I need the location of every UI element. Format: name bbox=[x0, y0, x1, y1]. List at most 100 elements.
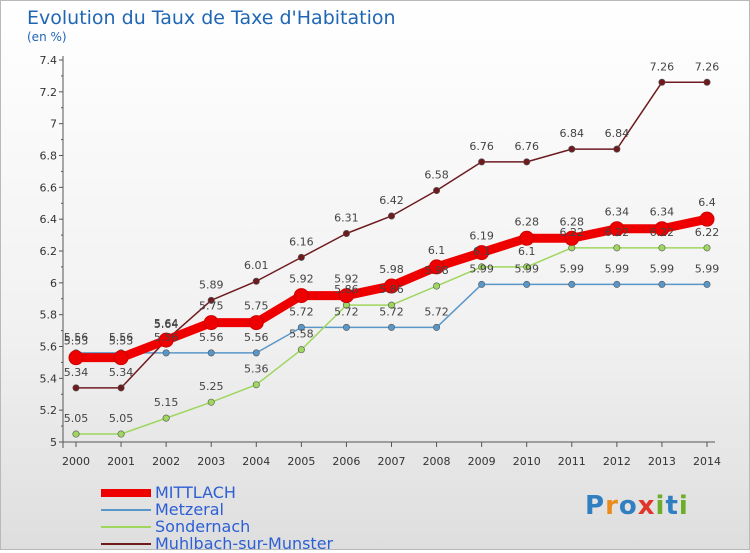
legend-label: Sondernach bbox=[155, 517, 251, 536]
data-label: 6.22 bbox=[650, 226, 675, 239]
data-point bbox=[699, 211, 715, 227]
data-point bbox=[342, 229, 350, 237]
data-label: 6.16 bbox=[289, 235, 314, 248]
data-label: 5.98 bbox=[379, 263, 404, 276]
data-label: 5.99 bbox=[695, 262, 720, 275]
data-label: 5.25 bbox=[199, 380, 224, 393]
data-label: 5.99 bbox=[514, 262, 539, 275]
data-point bbox=[478, 280, 486, 288]
y-tick-label: 5.2 bbox=[40, 404, 58, 417]
data-point bbox=[474, 245, 490, 261]
data-label: 5.86 bbox=[334, 283, 359, 296]
data-label: 5.75 bbox=[199, 300, 224, 313]
x-tick-label: 2014 bbox=[693, 455, 721, 468]
data-point bbox=[248, 315, 264, 331]
data-label: 6.28 bbox=[514, 215, 539, 228]
x-tick-label: 2006 bbox=[332, 455, 360, 468]
data-point bbox=[113, 350, 129, 366]
x-tick-label: 2012 bbox=[603, 455, 631, 468]
y-tick-label: 7.4 bbox=[40, 54, 58, 67]
legend-swatch bbox=[101, 526, 151, 528]
logo-letter: o bbox=[618, 491, 638, 521]
data-label: 6.22 bbox=[605, 226, 630, 239]
chart-title: Evolution du Taux de Taxe d'Habitation bbox=[27, 7, 396, 29]
data-label: 5.98 bbox=[424, 264, 449, 277]
y-tick-label: 5.4 bbox=[40, 372, 58, 385]
data-point bbox=[703, 78, 711, 86]
legend-swatch bbox=[101, 509, 151, 511]
x-tick-label: 2001 bbox=[107, 455, 135, 468]
data-label: 6.1 bbox=[518, 245, 536, 258]
data-point bbox=[203, 315, 219, 331]
data-point bbox=[609, 221, 625, 237]
legend-swatch bbox=[101, 543, 151, 545]
data-label: 5.56 bbox=[109, 331, 134, 344]
data-point bbox=[162, 349, 170, 357]
data-label: 7.26 bbox=[695, 60, 720, 73]
data-label: 6.58 bbox=[424, 169, 449, 182]
y-tick-label: 7 bbox=[50, 118, 57, 131]
data-point bbox=[338, 288, 354, 304]
data-label: 5.92 bbox=[334, 273, 359, 286]
data-point bbox=[72, 384, 80, 392]
data-point bbox=[478, 263, 486, 271]
data-point bbox=[654, 221, 670, 237]
data-label: 6.31 bbox=[334, 211, 359, 224]
x-tick-label: 2007 bbox=[378, 455, 406, 468]
data-label: 5.56 bbox=[244, 331, 269, 344]
logo-letter: i bbox=[678, 491, 689, 521]
data-point bbox=[478, 158, 486, 166]
data-label: 5.99 bbox=[650, 262, 675, 275]
data-label: 5.36 bbox=[244, 363, 269, 376]
data-label: 5.72 bbox=[334, 305, 359, 318]
x-tick-label: 2003 bbox=[197, 455, 225, 468]
data-label: 5.34 bbox=[109, 366, 134, 379]
data-point bbox=[433, 282, 441, 290]
plot-area: 5.53 5.53 5.64 5.75 5.75 5.92 5.92 5.98 6.1 6.19 6… bbox=[64, 60, 720, 438]
data-label: 6.34 bbox=[650, 206, 675, 219]
data-point bbox=[387, 301, 395, 309]
data-point bbox=[117, 430, 125, 438]
data-label: 6.34 bbox=[605, 206, 630, 219]
data-point bbox=[429, 259, 445, 275]
x-tick-label: 2008 bbox=[423, 455, 451, 468]
data-label: 5.72 bbox=[379, 305, 404, 318]
data-label: 5.56 bbox=[64, 331, 89, 344]
data-label: 5.05 bbox=[64, 412, 89, 425]
y-tick-label: 6 bbox=[50, 277, 57, 290]
x-tick-label: 2013 bbox=[648, 455, 676, 468]
data-label: 5.92 bbox=[289, 273, 314, 286]
logo-letter: P bbox=[585, 491, 606, 521]
data-label: 5.56 bbox=[154, 331, 179, 344]
x-tick-label: 2011 bbox=[558, 455, 586, 468]
data-label: 5.15 bbox=[154, 396, 179, 409]
data-point bbox=[207, 296, 215, 304]
data-label: 6.1 bbox=[473, 245, 491, 258]
data-point bbox=[568, 145, 576, 153]
data-point bbox=[297, 346, 305, 354]
data-point bbox=[613, 244, 621, 252]
logo-letter: t bbox=[665, 491, 679, 521]
data-point bbox=[252, 381, 260, 389]
x-tick-label: 2005 bbox=[287, 455, 315, 468]
data-point bbox=[613, 145, 621, 153]
data-point bbox=[523, 158, 531, 166]
data-point bbox=[207, 349, 215, 357]
data-point bbox=[252, 349, 260, 357]
legend-label: Metzeral bbox=[155, 500, 224, 519]
x-tick-label: 2000 bbox=[62, 455, 90, 468]
x-tick-label: 2002 bbox=[152, 455, 180, 468]
data-point bbox=[703, 280, 711, 288]
data-label: 5.72 bbox=[289, 305, 314, 318]
data-point bbox=[162, 414, 170, 422]
data-point bbox=[658, 244, 666, 252]
data-label: 6.28 bbox=[560, 215, 585, 228]
data-point bbox=[523, 263, 531, 271]
data-label: 5.89 bbox=[199, 278, 224, 291]
data-point bbox=[568, 280, 576, 288]
data-label: 6.22 bbox=[695, 226, 720, 239]
y-tick-label: 5.8 bbox=[40, 309, 58, 322]
